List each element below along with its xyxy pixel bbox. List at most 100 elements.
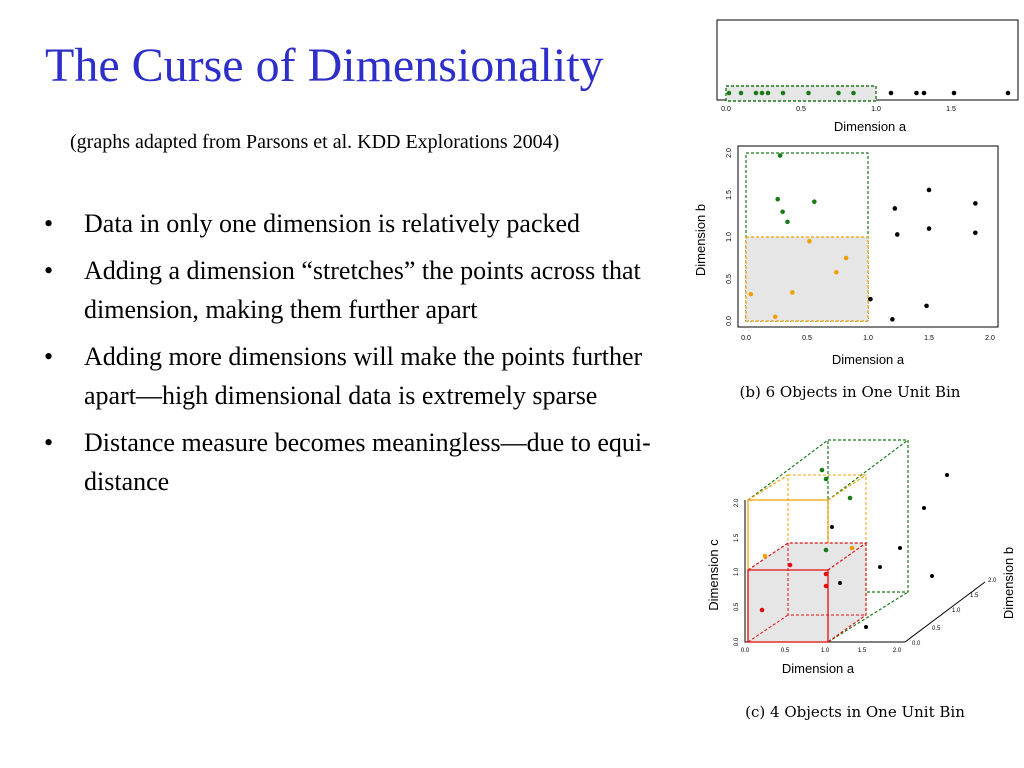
fig-c-zlabel: Dimension b bbox=[1001, 547, 1016, 619]
fig-c-point bbox=[878, 565, 882, 569]
fig-a-point bbox=[738, 90, 744, 96]
fig-a-point bbox=[806, 90, 811, 96]
bullet-item: • Data in only one dimension is relativel… bbox=[40, 204, 690, 243]
bullet-glyph: • bbox=[44, 256, 54, 285]
fig-c-point bbox=[823, 583, 829, 589]
bullet-glyph: • bbox=[44, 209, 54, 238]
fig-c-red-cube-fill bbox=[748, 543, 866, 642]
fig-c-point bbox=[898, 546, 902, 550]
fig-c-red-cube-edge bbox=[747, 614, 789, 643]
fig-c-green-edge bbox=[827, 591, 909, 643]
fig-b-point bbox=[833, 269, 839, 275]
fig-c-ztick: 0.0 bbox=[912, 641, 921, 647]
figure-a: 0.0 0.5 1.0 1.5 Dimension a bbox=[716, 19, 1019, 134]
bullet-text: Data in only one dimension is relatively… bbox=[84, 209, 581, 238]
fig-a-points bbox=[726, 90, 1011, 96]
fig-b-point bbox=[890, 317, 895, 322]
fig-c-depth-axis bbox=[904, 581, 986, 643]
fig-c-xtick: 0.0 bbox=[741, 648, 750, 654]
fig-c-ytick: 0.0 bbox=[734, 637, 740, 646]
slide-title: The Curse of Dimensionality bbox=[45, 39, 604, 92]
fig-c-point bbox=[849, 545, 855, 551]
fig-c-point bbox=[823, 571, 829, 577]
fig-b-ytick: 2.0 bbox=[726, 148, 733, 158]
fig-c-red-cube-side bbox=[827, 543, 867, 643]
fig-b-ytick: 1.0 bbox=[726, 232, 733, 242]
fig-c-ztick: 2.0 bbox=[988, 578, 997, 584]
fig-c-point bbox=[762, 553, 768, 559]
bullet-glyph: • bbox=[44, 428, 54, 457]
fig-a-xtick: 0.0 bbox=[721, 106, 731, 113]
fig-a-point bbox=[921, 90, 927, 96]
fig-c-point bbox=[922, 506, 926, 510]
fig-b-xtick: 0.0 bbox=[741, 335, 751, 342]
fig-c-orange-edge bbox=[827, 474, 867, 501]
fig-b-ytick: 1.5 bbox=[726, 190, 733, 200]
bullet-item: • Adding more dimensions will make the po… bbox=[40, 337, 690, 415]
fig-c-ylabel: Dimension c bbox=[706, 539, 721, 611]
figure-c: 0.0 0.5 1.0 1.5 2.0 0.0 0.5 1.0 1.5 2.0 … bbox=[706, 439, 1016, 721]
fig-c-red-cube-front bbox=[747, 569, 829, 643]
fig-c-ytick: 2.0 bbox=[734, 498, 740, 507]
fig-a-point bbox=[726, 90, 732, 96]
fig-b-caption: (b) 6 Objects in One Unit Bin bbox=[740, 383, 961, 401]
fig-a-xtick: 1.5 bbox=[946, 106, 956, 113]
fig-b-point bbox=[790, 290, 795, 295]
fig-c-ytick: 0.5 bbox=[734, 602, 740, 611]
fig-b-point bbox=[775, 196, 781, 202]
fig-c-xlabel: Dimension a bbox=[782, 661, 855, 676]
fig-b-point bbox=[973, 230, 978, 236]
fig-c-green-edge bbox=[747, 439, 829, 501]
fig-b-point bbox=[894, 232, 900, 237]
fig-b-point bbox=[812, 199, 817, 205]
figure-b: 0.0 0.5 1.0 1.5 2.0 0.0 0.5 1.0 1.5 2.0 Dimension… bbox=[693, 145, 999, 401]
fig-c-orange-edge bbox=[747, 474, 789, 501]
slide-subtitle: (graphs adapted from Parsons et al. KDD … bbox=[70, 131, 560, 153]
fig-b-ticks: 0.0 0.5 1.0 1.5 2.0 0.0 0.5 1.0 1.5 2.0 bbox=[726, 148, 995, 342]
fig-b-ytick: 0.0 bbox=[726, 316, 733, 326]
fig-b-point bbox=[973, 201, 978, 206]
fig-c-point bbox=[823, 547, 829, 553]
fig-c-point bbox=[787, 562, 793, 568]
fig-b-ylabel: Dimension b bbox=[693, 204, 708, 276]
fig-b-point bbox=[926, 226, 932, 231]
fig-b-point bbox=[868, 296, 873, 302]
fig-b-xtick: 2.0 bbox=[985, 335, 995, 342]
fig-c-ztick: 1.5 bbox=[970, 593, 979, 599]
fig-b-xtick: 0.5 bbox=[802, 335, 812, 342]
fig-c-point bbox=[847, 495, 853, 501]
fig-b-xlabel: Dimension a bbox=[832, 352, 905, 367]
fig-c-point bbox=[838, 581, 842, 585]
bullet-text: Distance measure becomes meaningless—due… bbox=[84, 428, 651, 496]
fig-c-point bbox=[945, 473, 949, 477]
fig-c-points bbox=[759, 467, 949, 629]
fig-b-point bbox=[785, 219, 790, 225]
fig-c-ytick: 1.0 bbox=[734, 567, 740, 576]
fig-c-point bbox=[830, 525, 834, 529]
fig-c-ticks: 0.0 0.5 1.0 1.5 2.0 0.0 0.5 1.0 1.5 2.0 … bbox=[734, 498, 997, 654]
fig-a-xtick: 1.0 bbox=[871, 106, 881, 113]
fig-a-xlabel: Dimension a bbox=[834, 119, 907, 134]
fig-a-point bbox=[888, 90, 894, 96]
fig-c-ztick: 0.5 bbox=[932, 626, 941, 632]
fig-b-xtick: 1.0 bbox=[863, 335, 873, 342]
fig-b-point bbox=[777, 153, 783, 158]
fig-a-bin bbox=[725, 85, 877, 102]
bullet-item: • Distance measure becomes meaningless—du… bbox=[40, 423, 690, 501]
fig-b-point bbox=[748, 291, 754, 297]
fig-c-green-edge bbox=[827, 439, 909, 501]
fig-c-red-cube-top bbox=[747, 542, 868, 571]
fig-c-ztick: 1.0 bbox=[952, 608, 961, 614]
bullet-list: • Data in only one dimension is relativel… bbox=[40, 204, 690, 509]
bullet-item: • Adding a dimension “stretches” the poin… bbox=[40, 251, 690, 329]
fig-a-point bbox=[1005, 90, 1011, 96]
bullet-glyph: • bbox=[44, 342, 54, 371]
fig-b-point bbox=[780, 209, 785, 215]
fig-b-xtick: 1.5 bbox=[924, 335, 934, 342]
fig-a-point bbox=[753, 90, 759, 96]
fig-a-ticks: 0.0 0.5 1.0 1.5 bbox=[721, 106, 956, 113]
fig-c-xtick: 1.0 bbox=[821, 648, 830, 654]
fig-a-point bbox=[836, 90, 841, 96]
fig-a-point bbox=[765, 90, 771, 96]
